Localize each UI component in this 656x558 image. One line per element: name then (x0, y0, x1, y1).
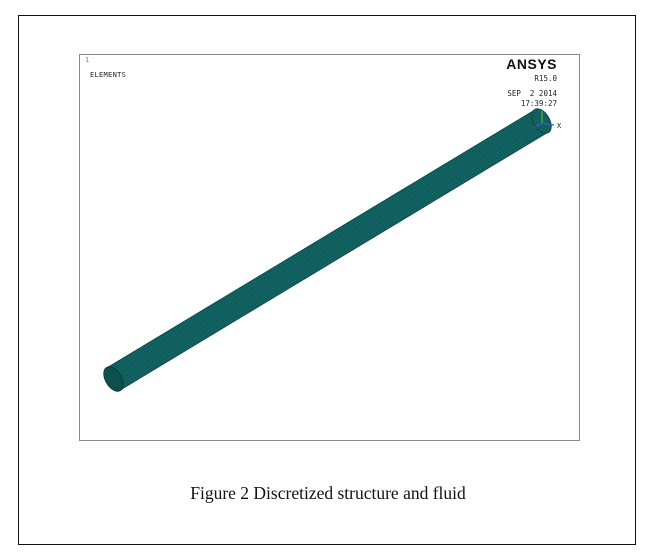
axis-x-label: X (557, 122, 562, 130)
meshed-cylinder-model (103, 108, 555, 392)
figure-image: 1 ELEMENTS ANSYS R15.0 SEP 2 2014 17:39:… (79, 54, 580, 441)
plot-date: SEP 2 2014 (507, 89, 557, 98)
plot-type-label: ELEMENTS (90, 71, 127, 79)
software-version: R15.0 (534, 74, 557, 83)
axis-triad-x (541, 122, 555, 126)
window-number: 1 (85, 56, 90, 64)
cylinder-end-cap-near (103, 366, 124, 392)
plot-time: 17:39:27 (520, 99, 557, 108)
figure-caption: Figure 2 Discretized structure and fluid (190, 483, 466, 503)
axis-triad-z (534, 122, 543, 128)
ansys-logo: ANSYS (506, 56, 557, 72)
cylinder-body (104, 110, 551, 390)
